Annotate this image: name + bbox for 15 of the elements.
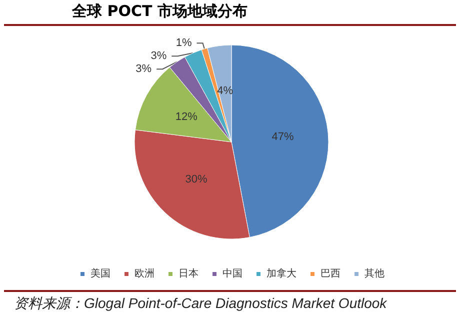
legend-label: 欧洲 — [134, 268, 154, 280]
legend-label: 美国 — [90, 268, 110, 280]
chart-title: 全球 POCT 市场地域分布 — [72, 2, 248, 21]
data-label: 30% — [185, 174, 208, 186]
data-label: 1% — [176, 37, 192, 50]
legend-label: 中国 — [222, 268, 242, 280]
text: 资料来源：Glogal Point-of-Care Diagnostics Market Outlook — [14, 295, 387, 313]
legend-label: 日本 — [178, 268, 198, 280]
data-label: 3% — [136, 63, 152, 76]
legend-label: 巴西 — [320, 268, 340, 280]
legend-label: 加拿大 — [266, 268, 296, 280]
data-label: 47% — [272, 131, 294, 144]
data-label: 3% — [150, 50, 167, 62]
legend-label: 其他 — [364, 268, 384, 280]
data-label: 12% — [175, 111, 198, 124]
